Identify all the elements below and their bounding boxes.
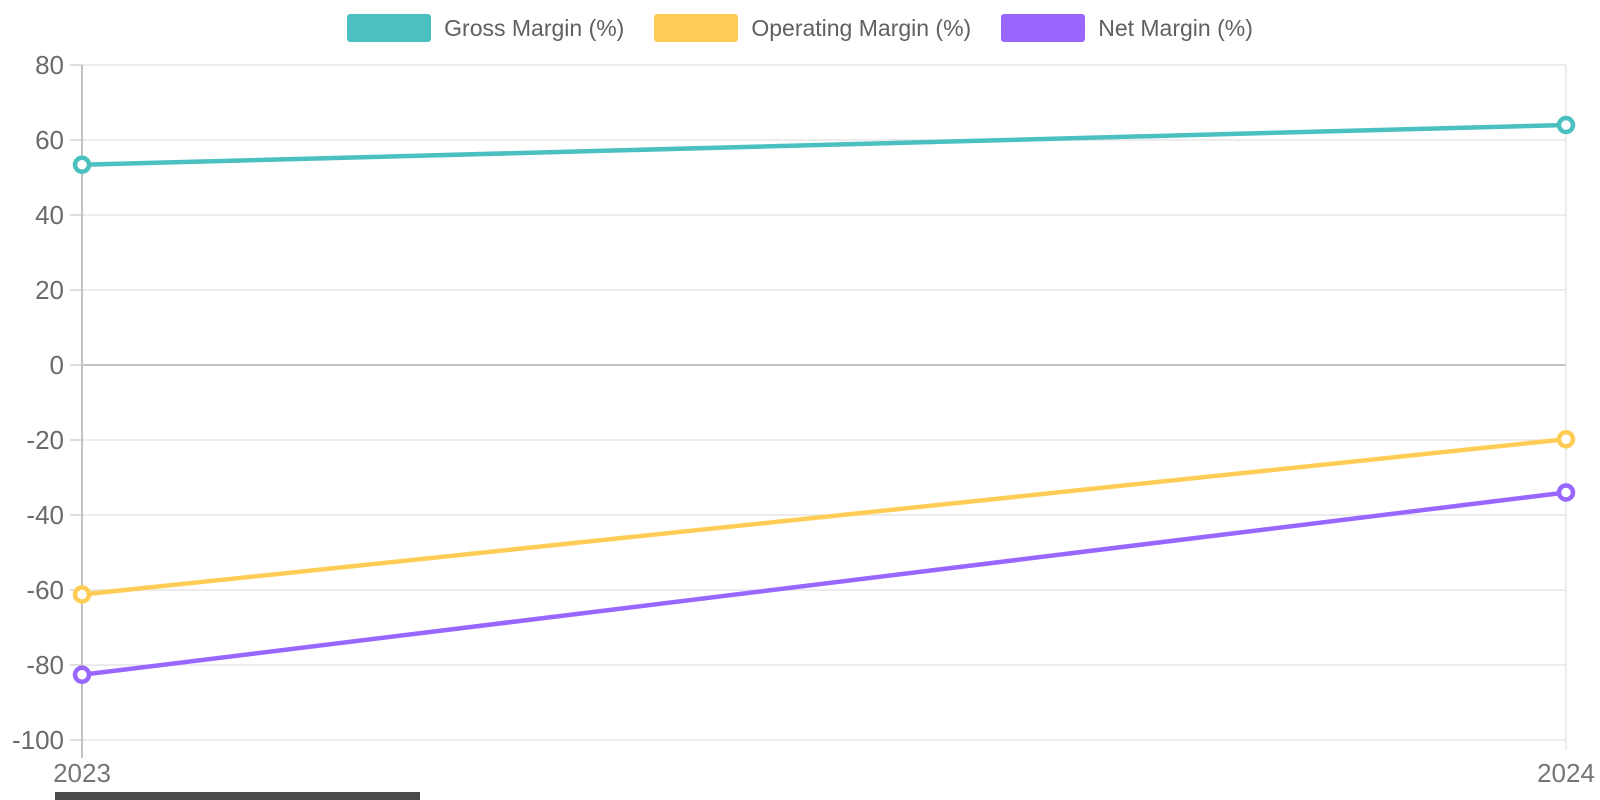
data-point-marker	[72, 665, 92, 684]
series-line	[79, 490, 1569, 677]
y-tick-label: -60	[26, 575, 64, 605]
legend-item-operating-margin[interactable]: Operating Margin (%)	[654, 14, 971, 42]
legend-item-net-margin[interactable]: Net Margin (%)	[1001, 14, 1253, 42]
legend-swatch-icon	[347, 14, 432, 42]
legend-label: Operating Margin (%)	[751, 14, 972, 41]
data-point-marker	[1556, 483, 1576, 502]
y-tick-label: -20	[26, 425, 64, 455]
y-tick-label: 0	[50, 350, 64, 380]
legend-swatch-icon	[654, 14, 739, 42]
series-line	[79, 122, 1569, 167]
y-tick-label: 60	[35, 125, 64, 155]
y-tick-label: 40	[35, 200, 64, 230]
legend-swatch-icon	[1001, 14, 1086, 42]
legend-label: Gross Margin (%)	[444, 14, 625, 41]
data-point-marker	[1556, 430, 1576, 449]
x-tick-label: 2024	[1537, 758, 1595, 788]
x-tick-label: 2023	[53, 758, 111, 788]
data-point-marker	[1556, 115, 1576, 135]
y-tick-label: -80	[26, 650, 64, 680]
chart-legend: Gross Margin (%) Operating Margin (%) Net …	[0, 14, 1600, 42]
y-tick-label: -100	[12, 725, 64, 755]
data-point-marker	[72, 585, 92, 604]
y-tick-label: 80	[35, 50, 64, 80]
y-tick-label: 20	[35, 275, 64, 305]
y-tick-label: -40	[26, 500, 64, 530]
legend-item-gross-margin[interactable]: Gross Margin (%)	[347, 14, 624, 42]
series-line	[79, 437, 1569, 597]
bottom-edge-artifact-bar	[55, 792, 420, 800]
legend-label: Net Margin (%)	[1098, 14, 1253, 41]
data-point-marker	[72, 155, 92, 174]
